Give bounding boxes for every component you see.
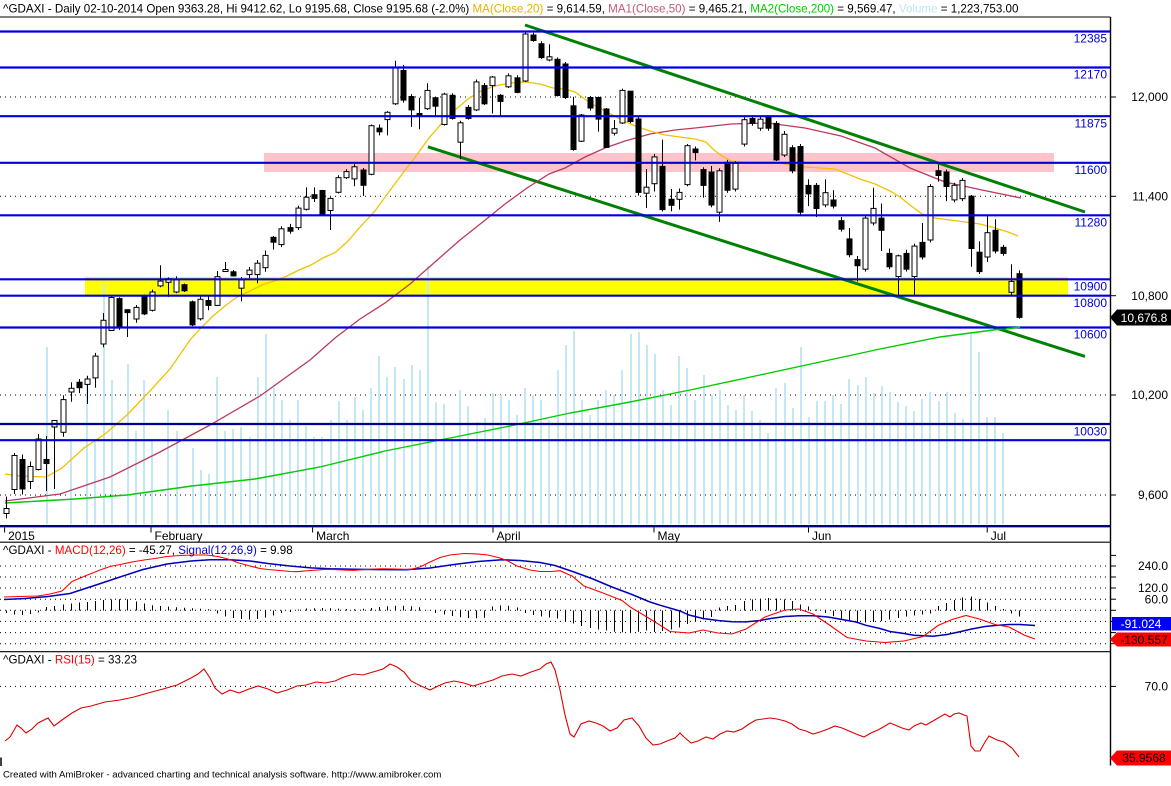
svg-text:10,200: 10,200 <box>1131 388 1168 402</box>
svg-text:February: February <box>155 529 203 543</box>
svg-text:120.0: 120.0 <box>1138 581 1168 595</box>
svg-text:60.0: 60.0 <box>1145 592 1169 606</box>
svg-text:240.0: 240.0 <box>1138 559 1168 573</box>
svg-text:12385: 12385 <box>1074 32 1108 46</box>
svg-text:-130.557: -130.557 <box>1120 633 1168 647</box>
svg-text:^GDAXI - RSI(15) = 33.23: ^GDAXI - RSI(15) = 33.23 <box>3 654 137 667</box>
svg-text:10030: 10030 <box>1074 425 1108 439</box>
svg-text:10600: 10600 <box>1074 328 1108 342</box>
svg-text:11,400: 11,400 <box>1132 190 1168 204</box>
svg-text:35.9568: 35.9568 <box>1122 751 1166 765</box>
svg-text:Jul: Jul <box>991 529 1006 543</box>
svg-text:10800: 10800 <box>1074 296 1108 310</box>
svg-text:^GDAXI - Daily 02-10-2014 Open: ^GDAXI - Daily 02-10-2014 Open 9363.28, … <box>3 3 1018 16</box>
svg-text:11875: 11875 <box>1075 117 1108 131</box>
svg-text:-91.024: -91.024 <box>1121 617 1162 631</box>
svg-text:^GDAXI - MACD(12,26) = -45.27,: ^GDAXI - MACD(12,26) = -45.27, Signal(12… <box>3 544 293 557</box>
svg-text:April: April <box>497 529 521 543</box>
svg-text:Created with AmiBroker - advan: Created with AmiBroker - advanced charti… <box>3 770 441 781</box>
svg-text:2015: 2015 <box>8 529 35 543</box>
svg-text:10,676.8: 10,676.8 <box>1121 311 1168 325</box>
svg-text:11600: 11600 <box>1075 163 1108 177</box>
svg-text:May: May <box>658 529 681 543</box>
svg-text:10900: 10900 <box>1074 280 1108 294</box>
svg-text:12,000: 12,000 <box>1131 90 1168 104</box>
svg-text:70.0: 70.0 <box>1145 680 1169 694</box>
svg-text:9,600: 9,600 <box>1138 488 1168 502</box>
svg-text:March: March <box>316 529 349 543</box>
svg-text:10,800: 10,800 <box>1131 289 1168 303</box>
svg-text:12170: 12170 <box>1074 68 1108 82</box>
svg-text:11280: 11280 <box>1075 216 1108 230</box>
svg-text:Jun: Jun <box>812 529 831 543</box>
